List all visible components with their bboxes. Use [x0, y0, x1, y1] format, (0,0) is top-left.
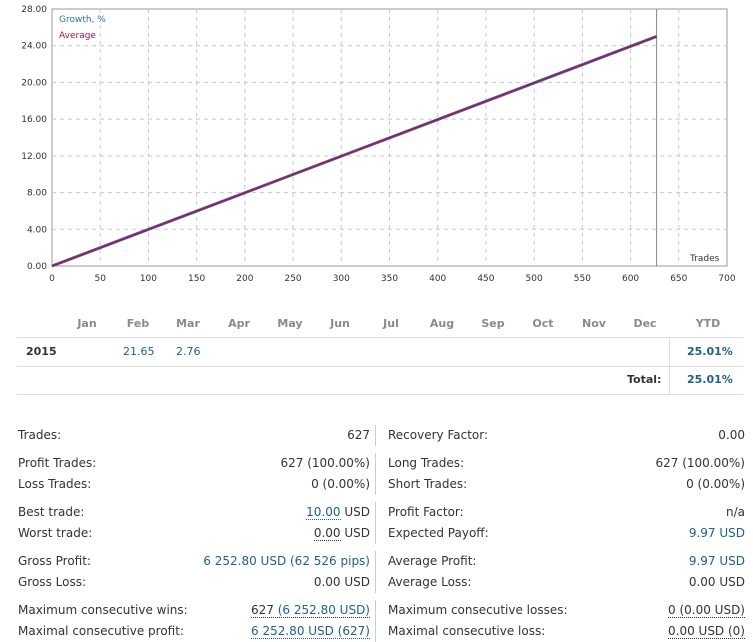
stat-label: Maximum consecutive losses:	[388, 603, 568, 617]
stat-value: 0.00 USD	[688, 575, 745, 589]
y-tick-label: 16.00	[21, 115, 47, 125]
worst-trade-unit: USD	[344, 526, 370, 540]
x-axis-label: Trades	[689, 254, 720, 264]
month-header-oct: Oct	[532, 317, 554, 330]
ytd-header: YTD	[695, 317, 721, 330]
stat-value: 6 252.80 USD (62 526 pips)	[203, 554, 370, 568]
month-header-nov: Nov	[582, 317, 606, 330]
stat-value: 627	[347, 428, 370, 442]
stat-label: Best trade:	[18, 505, 85, 519]
stat-value: 9.97 USD	[688, 526, 745, 540]
y-tick-label: 0.00	[27, 262, 47, 272]
month-header-dec: Dec	[633, 317, 657, 330]
month-header-mar: Mar	[176, 317, 200, 330]
monthly-table-header: Jan Feb Mar Apr May Jun Jul Aug Sep Oct …	[17, 312, 743, 337]
maximal-consec-profit-link[interactable]: 6 252.80 USD (627)	[251, 624, 370, 639]
month-value-feb: 21.65	[123, 345, 155, 358]
x-tick-label: 650	[670, 274, 687, 284]
stat-label: Loss Trades:	[18, 477, 92, 491]
y-tick-label: 28.00	[21, 5, 47, 15]
x-tick-label: 550	[574, 274, 591, 284]
stat-value: 0.00	[718, 428, 745, 442]
y-tick-label: 20.00	[21, 78, 47, 88]
total-label: Total:	[627, 373, 662, 386]
stat-label: Recovery Factor:	[388, 428, 489, 442]
x-tick-label: 700	[718, 274, 735, 284]
month-header-apr: Apr	[228, 317, 250, 330]
x-tick-label: 150	[188, 274, 205, 284]
month-header-aug: Aug	[429, 317, 455, 330]
stat-label: Profit Factor:	[388, 505, 464, 519]
stat-label: Long Trades:	[388, 456, 465, 470]
stat-label: Profit Trades:	[18, 456, 97, 470]
stat-value: n/a	[725, 505, 745, 519]
x-tick-label: 100	[140, 274, 157, 284]
total-value: 25.01%	[687, 373, 733, 386]
y-tick-label: 8.00	[27, 189, 47, 199]
x-tick-label: 200	[236, 274, 253, 284]
year-cell: 2015	[26, 345, 57, 358]
max-consec-losses-link[interactable]: 0 (0.00 USD)	[668, 603, 745, 618]
stat-value: 627 (100.00%)	[655, 456, 745, 470]
x-tick-label: 50	[94, 274, 106, 284]
x-tick-label: 300	[333, 274, 350, 284]
month-header-feb: Feb	[126, 317, 150, 330]
worst-trade-link[interactable]: 0.00	[313, 526, 341, 541]
y-tick-label: 12.00	[21, 152, 47, 162]
month-header-may: May	[277, 317, 303, 330]
max-consec-wins-amount: (6 252.80 USD)	[277, 603, 370, 617]
ytd-value: 25.01%	[687, 345, 733, 358]
month-header-jun: Jun	[330, 317, 350, 330]
maximal-consec-loss-link[interactable]: 0.00 USD (0)	[668, 624, 745, 639]
stat-label: Maximal consecutive profit:	[18, 624, 184, 638]
y-tick-label: 24.00	[21, 42, 47, 52]
table-total-row: Total: 25.01%	[17, 366, 743, 395]
chart-lines	[51, 35, 658, 268]
month-header-sep: Sep	[481, 317, 505, 330]
legend-average: Average	[59, 31, 96, 41]
x-tick-label: 600	[622, 274, 639, 284]
stat-value: 627 (100.00%)	[280, 456, 370, 470]
stat-label: Expected Payoff:	[388, 526, 489, 540]
average-line	[51, 35, 657, 267]
x-tick-label: 400	[429, 274, 446, 284]
stat-label: Maximum consecutive wins:	[18, 603, 188, 617]
x-tick-label: 350	[381, 274, 398, 284]
x-tick-label: 500	[526, 274, 543, 284]
month-value-mar: 2.76	[176, 345, 201, 358]
max-consec-wins-link[interactable]: 627 (6 252.80 USD)	[251, 603, 370, 618]
stat-label: Gross Loss:	[18, 575, 86, 589]
max-consec-wins-count: 627	[251, 603, 274, 617]
x-tick-label: 0	[49, 274, 55, 284]
stat-value: 0 (0.00%)	[311, 477, 370, 491]
growth-chart: 0.00 4.00 8.00 12.00 16.00 20.00 24.00 28.00 0 50…	[21, 5, 736, 284]
month-header-jan: Jan	[77, 317, 97, 330]
best-trade-unit: USD	[344, 505, 370, 519]
legend-growth: Growth, %	[59, 15, 106, 25]
stat-value: 9.97 USD	[688, 554, 745, 568]
chart-ticks: 0.00 4.00 8.00 12.00 16.00 20.00 24.00 28.00 0 50…	[21, 5, 736, 284]
best-trade-link[interactable]: 10.00	[306, 505, 341, 520]
table-row: 2015 21.65 2.76 25.01%	[17, 337, 743, 367]
month-header-jul: Jul	[383, 317, 399, 330]
stat-label: Worst trade:	[18, 526, 93, 540]
stat-label: Average Loss:	[388, 575, 472, 589]
x-tick-label: 450	[477, 274, 494, 284]
y-tick-label: 4.00	[27, 225, 47, 235]
stat-label: Maximal consecutive loss:	[388, 624, 546, 638]
stat-label: Short Trades:	[388, 477, 468, 491]
stat-label: Average Profit:	[388, 554, 477, 568]
stat-label: Gross Profit:	[18, 554, 91, 568]
stat-value: 0 (0.00%)	[686, 477, 745, 491]
stat-label: Trades:	[18, 428, 62, 442]
stat-value: 0.00 USD	[313, 575, 370, 589]
x-tick-label: 250	[284, 274, 301, 284]
